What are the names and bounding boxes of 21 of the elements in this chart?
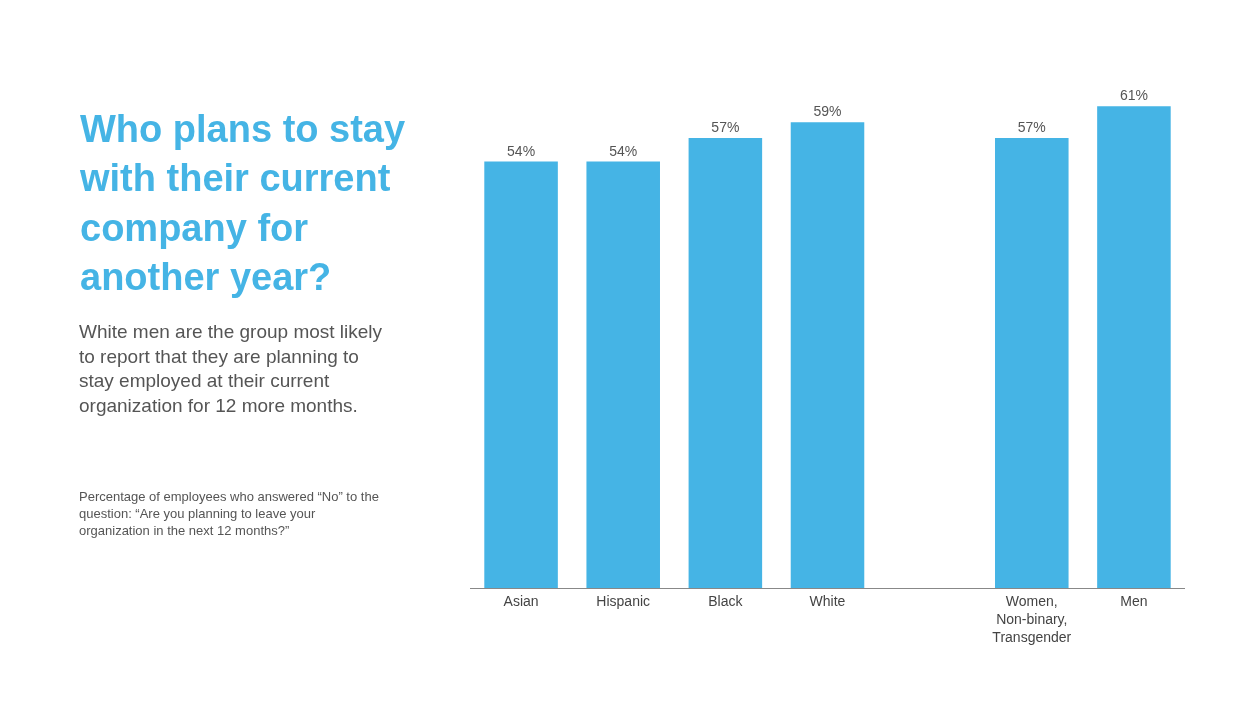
x-tick-label: Hispanic — [596, 592, 651, 609]
x-tick-label: White — [809, 592, 846, 609]
bar — [586, 161, 660, 588]
x-tick-label: Asian — [503, 592, 539, 609]
data-label: 59% — [813, 103, 842, 120]
bar — [484, 161, 558, 588]
data-label: 54% — [507, 142, 536, 159]
bar — [790, 122, 865, 588]
x-tick-label: Women, Non-binary, Transgender — [992, 592, 1072, 646]
bar — [688, 137, 763, 588]
text: Who plans to stay with their current company for another year? — [79, 108, 406, 299]
x-tick-label: Black — [708, 592, 744, 609]
data-label: 57% — [1017, 118, 1046, 135]
data-label: 61% — [1119, 87, 1148, 104]
bar — [995, 137, 1069, 588]
bar — [1097, 106, 1171, 588]
text: White men are the group most likely to report that they are planning to stay employed at their current organization for 12 more months. — [79, 321, 383, 417]
x-tick-label: Men — [1120, 592, 1148, 609]
text: Percentage of employees who answered “No” to the question: “Are you planning to leave your organization in the next 12 months?” — [79, 489, 379, 538]
data-label: 54% — [609, 142, 638, 159]
data-label: 57% — [711, 118, 740, 135]
